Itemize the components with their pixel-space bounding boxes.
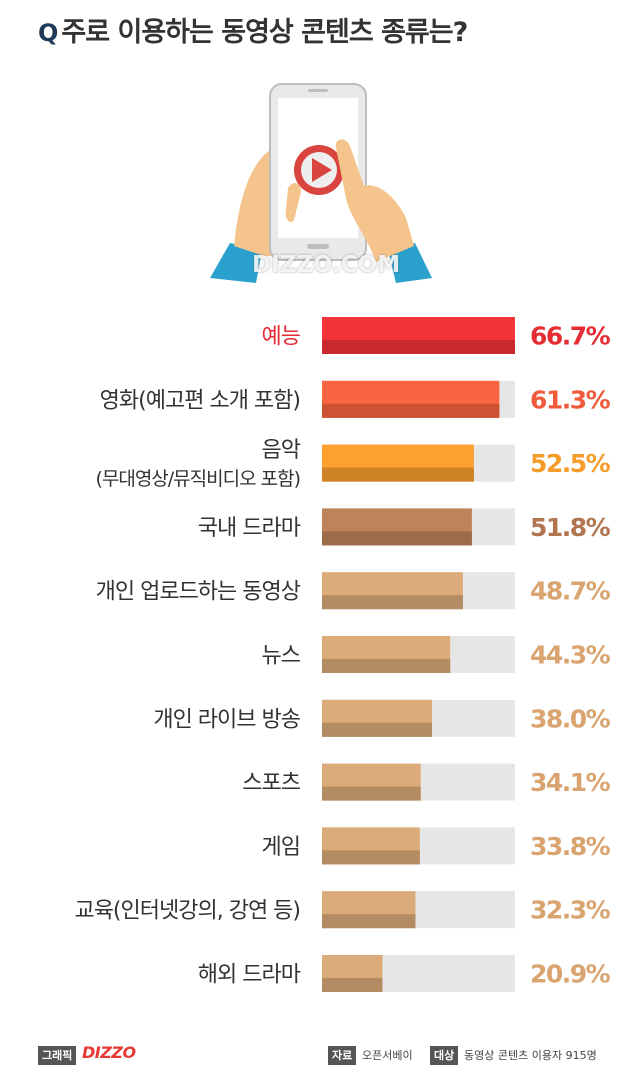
category-label: 예능 (262, 325, 301, 350)
value-label: 61.3% (530, 385, 611, 414)
value-label: 48.7% (530, 577, 611, 606)
category-label: 개인 라이브 방송 (153, 707, 300, 732)
target-text: 동영상 콘텐츠 이용자 915명 (464, 1049, 597, 1062)
bar-shade (322, 850, 420, 865)
category-label: 교육(인터넷강의, 강연 등) (74, 899, 300, 924)
category-label: 음악 (262, 438, 301, 463)
value-label: 34.1% (530, 768, 611, 797)
value-label: 32.3% (530, 896, 611, 925)
category-label: 게임 (262, 835, 300, 860)
value-label: 38.0% (530, 704, 611, 733)
phone-home-button (307, 244, 329, 249)
value-label: 20.9% (530, 960, 611, 989)
bar-shade (322, 658, 451, 673)
category-label: 해외 드라마 (198, 963, 301, 988)
graphic-badge: 그래픽 (38, 1046, 77, 1065)
play-triangle (312, 158, 332, 182)
category-label: 개인 업로드하는 동영상 (96, 580, 301, 605)
right-sleeve (388, 243, 432, 283)
category-label: 뉴스 (262, 644, 301, 669)
bar-shade (322, 977, 383, 992)
bar-shade (322, 403, 500, 418)
bar-shade (322, 722, 432, 737)
left-sleeve (210, 243, 262, 283)
bar-shade (322, 786, 421, 801)
bar-shade (322, 914, 416, 929)
phone-illustration (210, 83, 432, 283)
watermark: DIZZO.COM (252, 252, 401, 278)
source-text: 오픈서베이 (362, 1049, 413, 1062)
bar-shade (322, 467, 474, 482)
value-label: 66.7% (530, 322, 611, 351)
title-text: 주로 이용하는 동영상 콘텐츠 종류는? (61, 17, 468, 48)
right-thumb (285, 182, 301, 223)
q-mark: Q (38, 19, 58, 47)
category-label: (무대영상/뮤직비디오 포함) (95, 468, 300, 490)
bar-shade (322, 531, 472, 546)
value-label: 44.3% (530, 641, 611, 670)
dizzo-logo: DIZZO (82, 1043, 136, 1062)
category-label: 스포츠 (242, 771, 300, 796)
value-label: 33.8% (530, 832, 611, 861)
value-label: 52.5% (530, 449, 611, 478)
source-badge: 자료 (328, 1046, 357, 1065)
bar-shade (322, 339, 515, 354)
target-badge: 대상 (430, 1046, 459, 1065)
category-label: 영화(예고편 소개 포함) (100, 388, 300, 413)
right-hand (335, 139, 414, 262)
phone-speaker (308, 89, 328, 92)
category-label: 국내 드라마 (198, 516, 301, 541)
value-label: 51.8% (530, 513, 611, 542)
page-title: Q 주로 이용하는 동영상 콘텐츠 종류는? (38, 10, 468, 49)
bar-shade (322, 595, 463, 610)
